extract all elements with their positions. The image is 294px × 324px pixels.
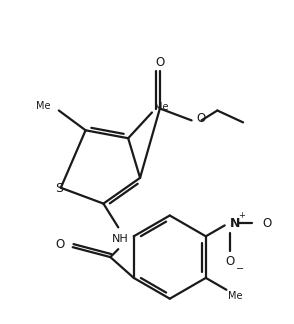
Text: N: N [230, 217, 240, 230]
Text: O: O [262, 217, 272, 230]
Text: O: O [225, 255, 234, 268]
Text: +: + [238, 211, 245, 220]
Text: O: O [155, 56, 165, 69]
Text: Me: Me [154, 101, 168, 111]
Text: O: O [56, 238, 65, 251]
Text: Me: Me [228, 291, 243, 301]
Text: O: O [196, 112, 206, 125]
Text: S: S [55, 182, 63, 195]
Text: NH: NH [112, 234, 129, 244]
Text: −: − [235, 264, 244, 274]
Text: Me: Me [36, 100, 51, 110]
